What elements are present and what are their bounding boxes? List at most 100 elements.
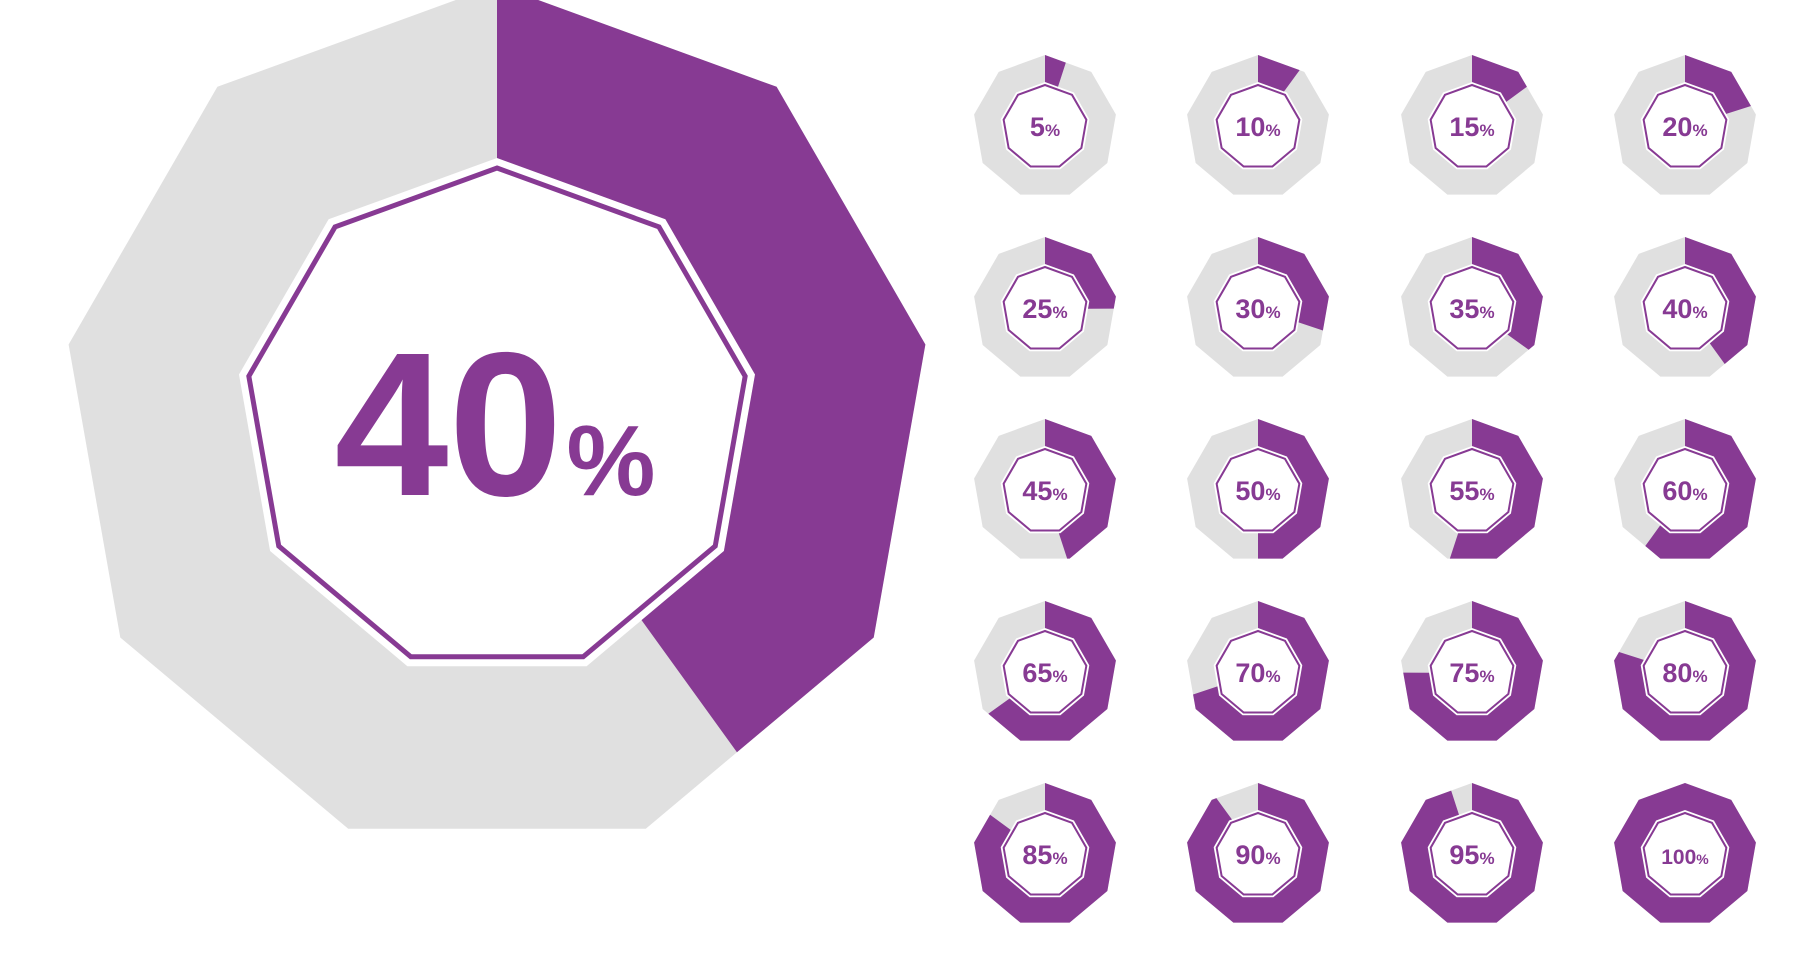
small-value-symbol: % [1479,667,1494,686]
small-donut-fill [1472,55,1527,102]
small-donut-chart: 70% [1187,601,1329,741]
small-value-number: 35 [1449,294,1479,324]
small-donut-inner [1002,265,1088,350]
main-value-symbol: % [567,405,656,517]
small-donut-inner [1642,265,1728,350]
small-donut-inner [1215,629,1301,714]
small-value-number: 5 [1030,112,1045,142]
small-donut-inner [1002,447,1088,532]
small-value-label: 20% [1662,112,1707,142]
small-value-symbol: % [1052,667,1067,686]
small-donut-track [1187,55,1329,195]
small-value-number: 95 [1449,840,1479,870]
small-value-label: 80% [1662,658,1707,688]
small-donut-chart: 100% [1614,783,1756,923]
small-value-label: 85% [1022,840,1067,870]
small-value-label: 70% [1235,658,1280,688]
small-value-number: 65 [1022,658,1052,688]
small-value-symbol: % [1692,485,1707,504]
small-donut-fill [1614,783,1756,923]
main-value-number: 40 [335,310,563,539]
small-donut-fill [974,783,1116,923]
small-donut-inner [1215,447,1301,532]
small-value-number: 70 [1235,658,1265,688]
small-donut-chart: 95% [1401,783,1543,923]
main-value-label: 40 % [335,310,656,539]
small-value-number: 55 [1449,476,1479,506]
small-value-symbol: % [1479,485,1494,504]
small-value-number: 50 [1235,476,1265,506]
small-donut-chart: 25% [974,237,1116,377]
small-value-symbol: % [1479,121,1494,140]
small-donut-fill [1258,419,1329,559]
small-value-label: 90% [1235,840,1280,870]
small-value-symbol: % [1479,849,1494,868]
small-donut-fill [1258,55,1300,92]
small-donut-fill [1403,601,1543,741]
small-value-symbol: % [1265,849,1280,868]
small-donut-fill [1449,419,1543,559]
small-donut-fill [1645,419,1756,559]
small-donut-inner [1429,265,1515,350]
small-value-label: 45% [1022,476,1067,506]
small-donut-fill [1614,601,1756,741]
small-value-label: 100% [1661,846,1709,869]
small-donut-fill [1187,783,1329,923]
small-donut-grid: 5% 10% 15% 20%25% 30% 35% 40%45% 50% 55% 60%65% 70… [974,55,1756,923]
small-value-symbol: % [1692,667,1707,686]
small-donut-chart: 55% [1401,419,1543,559]
small-donut-chart: 75% [1401,601,1543,741]
small-donut-fill [1685,237,1756,364]
small-value-symbol: % [1479,303,1494,322]
small-donut-inner [1642,811,1728,896]
small-donut-chart: 65% [974,601,1116,741]
small-value-number: 80 [1662,658,1692,688]
small-donut-chart: 60% [1614,419,1756,559]
small-value-symbol: % [1265,667,1280,686]
small-value-symbol: % [1265,303,1280,322]
small-value-symbol: % [1052,849,1067,868]
small-donut-inner [1642,629,1728,714]
small-value-number: 15 [1449,112,1479,142]
small-value-symbol: % [1692,303,1707,322]
small-donut-inner [1642,447,1728,532]
main-donut-chart: 40 % [68,0,926,829]
small-value-label: 60% [1662,476,1707,506]
small-donut-inner [1429,811,1515,896]
small-value-symbol: % [1696,851,1709,867]
small-donut-fill [1401,783,1543,923]
small-value-number: 30 [1235,294,1265,324]
small-value-number: 90 [1235,840,1265,870]
small-donut-inner [1002,629,1088,714]
small-value-number: 25 [1022,294,1052,324]
small-donut-inner [1002,83,1088,168]
small-donut-chart: 20% [1614,55,1756,195]
main-donut-fill [497,0,926,753]
small-donut-inner [1215,83,1301,168]
small-value-label: 40% [1662,294,1707,324]
small-donut-inner [1429,629,1515,714]
small-value-label: 50% [1235,476,1280,506]
small-value-symbol: % [1052,303,1067,322]
small-donut-fill [1258,237,1329,331]
small-value-label: 65% [1022,658,1067,688]
small-value-number: 100 [1661,846,1696,869]
small-value-symbol: % [1692,121,1707,140]
small-value-number: 60 [1662,476,1692,506]
small-donut-inner [1002,811,1088,896]
small-donut-chart: 80% [1614,601,1756,741]
small-value-number: 45 [1022,476,1052,506]
small-value-symbol: % [1045,121,1060,140]
small-donut-chart: 40% [1614,237,1756,377]
small-value-label: 30% [1235,294,1280,324]
small-donut-inner [1215,811,1301,896]
small-donut-chart: 85% [974,783,1116,923]
small-value-label: 15% [1449,112,1494,142]
small-value-label: 55% [1449,476,1494,506]
small-value-label: 35% [1449,294,1494,324]
small-value-number: 20 [1662,112,1692,142]
small-donut-fill [1472,237,1543,350]
small-donut-fill [1045,419,1116,559]
main-donut-inner [246,165,748,660]
